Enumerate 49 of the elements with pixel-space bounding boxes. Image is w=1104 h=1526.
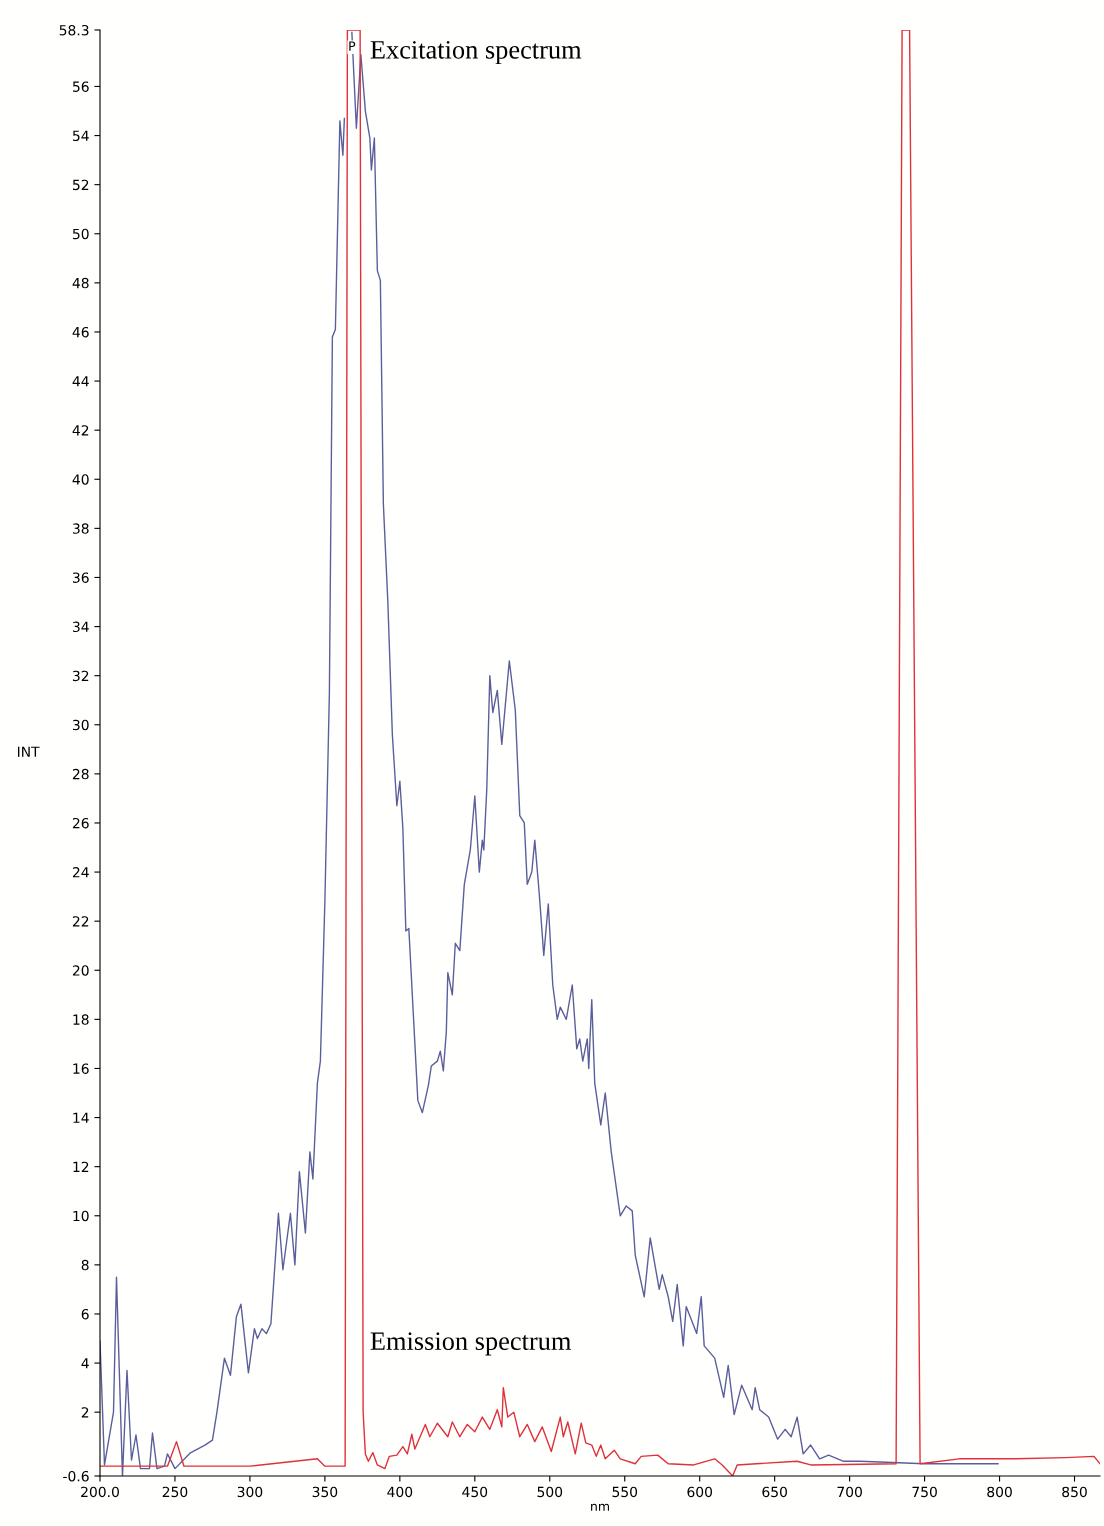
x-tick-label: 800: [987, 1486, 1012, 1498]
y-tick-label: 24: [72, 867, 89, 878]
x-tick-label: 400: [387, 1486, 413, 1498]
y-tick-label: 8: [81, 1259, 89, 1271]
y-tick-label: 6: [81, 1308, 89, 1320]
x-tick-label: 450: [462, 1486, 488, 1498]
y-tick-label: 4: [81, 1358, 89, 1369]
y-tick-label: 40: [72, 474, 89, 485]
y-tick-label: 28: [72, 768, 89, 780]
x-tick-label: 650: [762, 1486, 787, 1498]
x-tick-label: 850: [1062, 1486, 1087, 1498]
y-tick-label: 44: [72, 376, 89, 387]
x-tick-label: 750: [912, 1486, 937, 1498]
annotation: P: [349, 41, 356, 51]
series-label: Excitation spectrum: [370, 40, 582, 65]
series-label: Emission spectrum: [370, 1332, 572, 1356]
y-tick-label: 42: [72, 425, 89, 436]
y-axis-title: INT: [17, 746, 40, 757]
y-tick-label: 2: [81, 1407, 89, 1418]
y-tick-label: 52: [72, 179, 89, 191]
x-tick-label: 200.0: [81, 1486, 119, 1498]
x-tick-label: 250: [162, 1486, 188, 1498]
y-tick-label: 18: [73, 1014, 89, 1025]
y-tick-label: 54: [72, 130, 89, 142]
y-tick-label: 30: [72, 719, 89, 731]
y-tick-label: 22: [72, 916, 89, 927]
y-tick-label: 58.3: [59, 24, 89, 36]
y-tick-label: 12: [73, 1161, 89, 1172]
y-tick-label: 48: [72, 277, 89, 289]
x-tick-label: 700: [837, 1486, 862, 1498]
x-tick-label: 300: [237, 1486, 263, 1498]
y-tick-label: 38: [72, 523, 89, 534]
y-tick-label: 32: [72, 670, 89, 682]
y-tick-label: 50: [72, 228, 89, 240]
y-tick-label: 36: [72, 572, 89, 583]
x-tick-label: 500: [537, 1486, 563, 1498]
x-tick-label: 600: [687, 1486, 713, 1498]
y-tick-label: 10: [73, 1210, 89, 1222]
x-axis-title: nm: [591, 1503, 609, 1511]
x-tick-label: 550: [612, 1486, 638, 1498]
y-tick-label: 20: [72, 965, 89, 976]
y-tick-label: 26: [72, 817, 89, 829]
x-tick-label: 350: [312, 1486, 338, 1498]
y-tick-label: -0.6: [63, 1470, 89, 1482]
y-tick-label: 14: [73, 1112, 89, 1123]
y-tick-label: 46: [72, 326, 89, 338]
y-tick-label: 16: [73, 1063, 89, 1074]
y-tick-label: 34: [72, 621, 89, 633]
y-tick-label: 56: [72, 81, 89, 92]
